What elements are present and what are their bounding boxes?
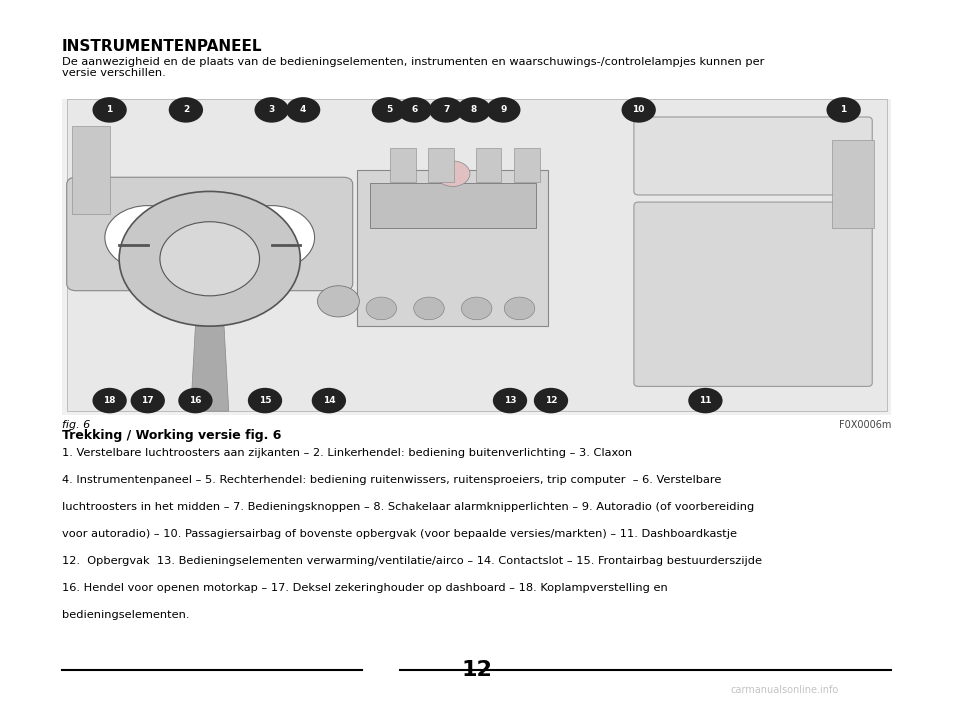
FancyBboxPatch shape [370,183,536,228]
Text: 12.  Opbergvak  13. Bedieningselementen verwarming/ventilatie/airco – 14. Contac: 12. Opbergvak 13. Bedieningselementen ve… [62,556,762,566]
FancyBboxPatch shape [514,148,540,182]
Text: 9: 9 [500,106,507,114]
FancyBboxPatch shape [832,140,875,228]
Text: 7: 7 [443,106,449,114]
Text: 4. Instrumentenpaneel – 5. Rechterhendel: bediening ruitenwissers, ruitensproeie: 4. Instrumentenpaneel – 5. Rechterhendel… [62,475,721,485]
Circle shape [688,388,723,413]
FancyBboxPatch shape [390,148,416,182]
Text: 1: 1 [841,106,847,114]
Circle shape [318,286,359,317]
Circle shape [429,97,464,123]
Circle shape [286,97,321,123]
Circle shape [119,191,300,326]
Polygon shape [191,326,228,411]
Text: 8: 8 [470,106,477,114]
Text: 6: 6 [412,106,418,114]
Circle shape [92,388,127,413]
Text: carmanualsonline.info: carmanualsonline.info [731,685,839,695]
Circle shape [105,206,191,269]
Text: F0X0006m: F0X0006m [839,420,891,430]
FancyBboxPatch shape [428,148,454,182]
Text: Trekking / Working versie fig. 6: Trekking / Working versie fig. 6 [62,429,281,442]
Text: 16. Hendel voor openen motorkap – 17. Deksel zekeringhouder op dashboard – 18. K: 16. Hendel voor openen motorkap – 17. De… [62,583,668,593]
Polygon shape [67,99,886,411]
Circle shape [92,97,127,123]
Circle shape [248,388,282,413]
FancyBboxPatch shape [72,126,109,214]
FancyBboxPatch shape [357,170,548,326]
Circle shape [457,97,491,123]
Circle shape [397,97,432,123]
Text: 12: 12 [461,660,492,680]
FancyBboxPatch shape [62,99,891,415]
Circle shape [131,388,165,413]
Circle shape [534,388,568,413]
Text: 17: 17 [141,396,154,405]
Text: 5: 5 [386,106,392,114]
Circle shape [366,297,396,320]
Circle shape [621,97,656,123]
Circle shape [372,97,406,123]
Text: luchtroosters in het midden – 7. Bedieningsknoppen – 8. Schakelaar alarmknipperl: luchtroosters in het midden – 7. Bedieni… [62,502,755,512]
Circle shape [160,222,259,296]
Circle shape [254,97,289,123]
Circle shape [486,97,520,123]
Circle shape [169,97,204,123]
Circle shape [228,206,315,269]
Circle shape [179,388,212,413]
Text: bedieningselementen.: bedieningselementen. [62,610,189,620]
Circle shape [312,388,346,413]
Text: 11: 11 [699,396,711,405]
Text: 4: 4 [300,106,306,114]
Circle shape [504,297,535,320]
FancyBboxPatch shape [634,117,873,195]
Text: 3: 3 [269,106,275,114]
Text: 16: 16 [189,396,202,405]
Text: INSTRUMENTENPANEEL: INSTRUMENTENPANEEL [62,39,262,54]
Circle shape [462,297,492,320]
Text: 18: 18 [104,396,116,405]
Text: 1: 1 [107,106,112,114]
Text: De aanwezigheid en de plaats van de bedieningselementen, instrumenten en waarsch: De aanwezigheid en de plaats van de bedi… [62,57,764,78]
Text: 15: 15 [259,396,272,405]
Circle shape [492,388,527,413]
Text: fig. 6: fig. 6 [62,420,90,430]
Text: voor autoradio) – 10. Passagiersairbag of bovenste opbergvak (voor bepaalde vers: voor autoradio) – 10. Passagiersairbag o… [62,529,737,539]
Circle shape [414,297,444,320]
FancyBboxPatch shape [67,177,352,291]
Text: 1. Verstelbare luchtroosters aan zijkanten – 2. Linkerhendel: bediening buitenve: 1. Verstelbare luchtroosters aan zijkant… [62,448,632,458]
Text: 12: 12 [544,396,557,405]
Text: 13: 13 [504,396,516,405]
Circle shape [436,161,470,186]
FancyBboxPatch shape [634,202,873,386]
Text: 10: 10 [633,106,645,114]
Text: 14: 14 [323,396,335,405]
Text: 2: 2 [182,106,189,114]
Circle shape [827,97,861,123]
FancyBboxPatch shape [475,148,501,182]
